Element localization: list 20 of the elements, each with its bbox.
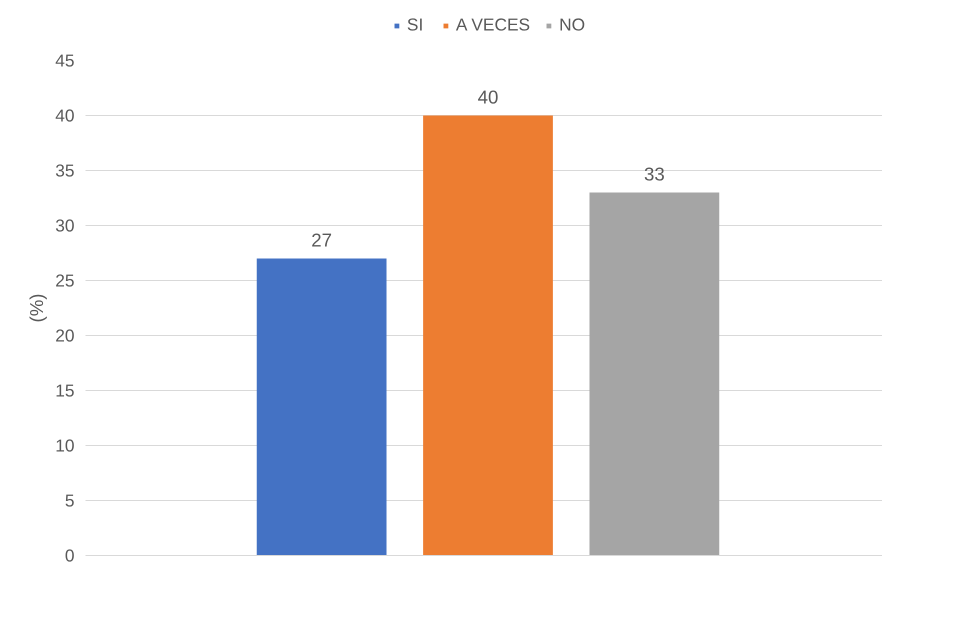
legend-label: A VECES <box>456 14 530 36</box>
y-tick-label: 30 <box>55 216 75 236</box>
legend-label: NO <box>559 14 586 36</box>
y-tick-label: 45 <box>55 50 75 70</box>
y-tick-label: 10 <box>55 436 75 456</box>
y-tick-label: 25 <box>55 270 75 290</box>
y-tick-label: 40 <box>55 106 75 126</box>
bar <box>256 258 387 556</box>
bar <box>589 192 720 556</box>
y-tick-label: 15 <box>55 380 75 400</box>
y-tick-label: 0 <box>64 546 75 566</box>
bar <box>423 116 553 556</box>
data-label: 27 <box>311 230 332 250</box>
legend-label: SI <box>406 14 424 36</box>
y-tick-label: 35 <box>55 160 75 180</box>
data-label: 40 <box>478 86 498 108</box>
y-tick-label: 20 <box>55 326 75 346</box>
y-tick-label: 5 <box>64 490 75 510</box>
data-label: 33 <box>644 164 665 184</box>
y-axis-title: (%) <box>26 293 48 323</box>
